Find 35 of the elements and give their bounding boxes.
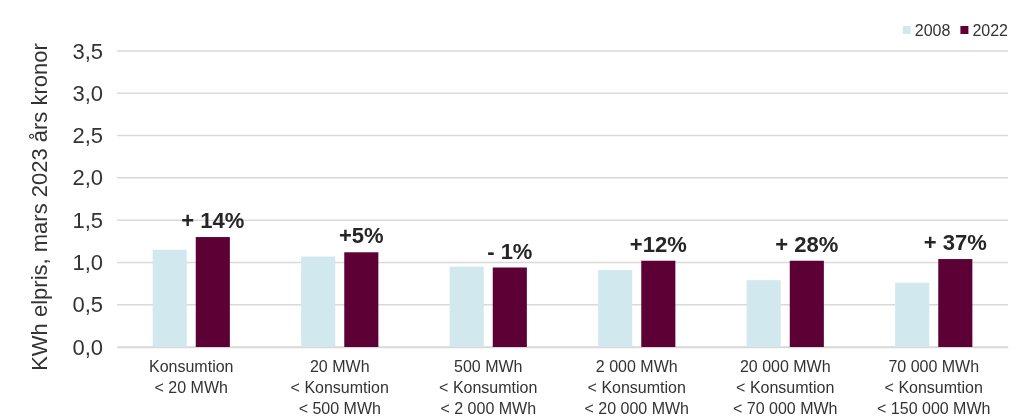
bar — [195, 237, 230, 347]
annotation: +12% — [629, 231, 687, 257]
y-tick-label: 3,5 — [72, 38, 103, 64]
bar — [789, 260, 824, 347]
annotation: - 1% — [487, 238, 533, 264]
y-tick-label: 1,5 — [72, 207, 103, 233]
y-tick-label: 1,0 — [72, 249, 103, 275]
bar — [938, 259, 973, 347]
legend-label: 2022 — [972, 21, 1009, 39]
legend-label: 2008 — [914, 21, 951, 39]
y-axis-title: KWh elpris, mars 2023 års kronor — [27, 43, 52, 371]
bar — [598, 270, 633, 347]
x-tick-label: 70 000 MWh < Konsumtion < 150 000 MWh — [877, 358, 991, 417]
bar — [301, 256, 336, 347]
annotation: +5% — [338, 223, 384, 249]
y-tick-label: 3,0 — [72, 80, 103, 106]
bar — [492, 267, 527, 347]
y-tick-label: 2,5 — [72, 123, 103, 149]
x-tick-label: 2 000 MWh < Konsumtion < 20 000 MWh — [584, 358, 689, 417]
bar — [746, 280, 781, 347]
annotation: + 37% — [923, 230, 987, 256]
x-tick-label: Konsumtion < 20 MWh — [149, 358, 234, 396]
x-tick-label: 20 000 MWh < Konsumtion < 70 000 MWh — [733, 358, 838, 417]
bar — [152, 249, 187, 347]
x-tick-label: 20 MWh < Konsumtion < 500 MWh — [290, 358, 389, 417]
annotation: + 14% — [181, 208, 245, 234]
y-tick-label: 2,0 — [72, 165, 103, 191]
bar — [344, 252, 379, 347]
bar — [895, 282, 930, 347]
x-tick-label: 500 MWh < Konsumtion < 2 000 MWh — [439, 358, 538, 417]
bar — [449, 266, 484, 347]
bar — [641, 260, 676, 347]
y-tick-label: 0,5 — [72, 292, 103, 318]
y-tick-label: 0,0 — [72, 334, 103, 360]
annotation: + 28% — [775, 231, 839, 257]
